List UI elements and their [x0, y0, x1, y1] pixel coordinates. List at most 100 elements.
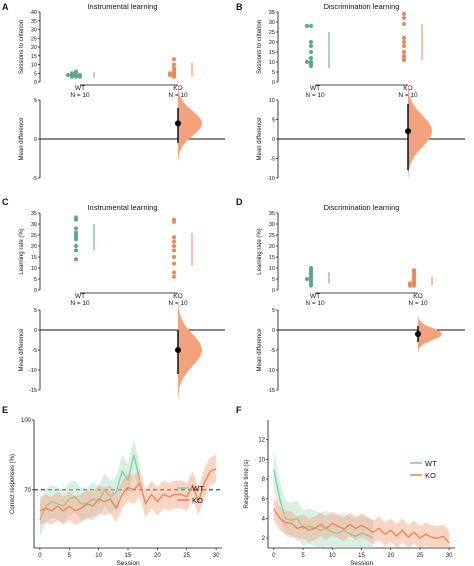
diff-y-tick-label: -5	[32, 348, 37, 354]
y-tick-label: 10	[31, 266, 37, 272]
y-tick-label: 20	[269, 40, 275, 46]
panel-letter: C	[2, 197, 9, 207]
y-tick-label: 12	[258, 438, 265, 444]
panel-title: Discrimination learning	[324, 2, 400, 11]
diff-y-tick-label: 5	[272, 308, 275, 314]
y-tick-label: 30	[269, 20, 275, 26]
bootstrap-distribution	[418, 316, 442, 352]
data-point-ko	[402, 16, 406, 20]
panel-letter: A	[2, 2, 9, 12]
y-tick-label: 0	[272, 80, 275, 86]
x-tick-label: 15	[125, 553, 132, 559]
diff-y-tick-label: 10	[269, 98, 275, 104]
y-tick-label: 15	[269, 255, 275, 261]
data-point-ko	[172, 217, 176, 222]
diff-y-tick-label: -10	[267, 368, 275, 374]
diff-y-axis-label: Mean difference	[257, 328, 263, 372]
y-tick-label: 25	[269, 233, 275, 239]
y-tick-label: 10	[31, 63, 37, 69]
y-tick-label: 0	[34, 80, 37, 86]
panel-title: Discrimination learning	[324, 203, 400, 212]
data-point-wt	[74, 230, 78, 235]
y-tick-label: 20	[269, 244, 275, 250]
data-point-ko	[172, 62, 176, 67]
series-band-wt	[39, 438, 140, 537]
panel-title: Instrumental learning	[87, 203, 157, 212]
y-axis-label: Correct responses (%)	[10, 454, 16, 514]
y-tick-label: 2	[262, 536, 266, 542]
data-point-ko	[402, 44, 406, 48]
y-axis-label: Sessions to criterion	[19, 20, 25, 74]
x-tick-label: 20	[154, 553, 161, 559]
y-tick-label: 5	[272, 70, 275, 76]
bootstrap-distribution	[178, 302, 202, 398]
diff-y-tick-label: -5	[270, 348, 275, 354]
panel-title: Instrumental learning	[87, 2, 157, 11]
diff-y-tick-label: 0	[34, 328, 37, 334]
y-tick-label: 10	[269, 60, 275, 66]
diff-y-tick-label: 5	[34, 98, 37, 104]
y-tick-label: 0	[272, 288, 275, 294]
mean-diff-point	[405, 128, 411, 135]
x-tick-label: 10	[95, 553, 102, 559]
y-tick-label: 25	[269, 30, 275, 36]
y-tick-label: 8	[262, 477, 266, 483]
data-point-wt	[305, 277, 309, 281]
x-tick-label: 0	[38, 553, 42, 559]
y-tick-label: 25	[31, 233, 37, 239]
legend-label-wt: WT	[192, 484, 204, 493]
diff-y-axis-label: Mean difference	[257, 117, 263, 161]
panel-letter: B	[236, 2, 243, 12]
diff-y-tick-label: -5	[32, 176, 37, 182]
data-point-wt	[309, 266, 313, 270]
data-point-ko	[172, 270, 176, 275]
x-tick-label: 30	[446, 553, 453, 559]
legend-label-wt: WT	[425, 459, 437, 468]
diff-y-tick-label: 0	[272, 137, 275, 143]
y-axis-label: Response time (s)	[244, 460, 250, 509]
diff-y-tick-label: 0	[272, 328, 275, 334]
legend-label-ko: KO	[192, 496, 203, 505]
x-axis-label: Session	[116, 560, 140, 566]
data-point-wt	[309, 50, 313, 54]
mean-diff-point	[415, 331, 421, 337]
data-point-wt	[70, 71, 74, 76]
x-tick-label: 15	[358, 553, 365, 559]
data-point-ko	[172, 235, 176, 240]
data-point-wt	[309, 24, 313, 28]
y-tick-label: 4	[262, 516, 266, 522]
y-axis-label: Sessions to criterion	[257, 20, 263, 74]
bootstrap-distribution	[178, 85, 202, 161]
y-tick-label: 25	[31, 36, 37, 42]
diff-y-axis-label: Mean difference	[19, 328, 25, 372]
y-tick-label: 40	[31, 10, 37, 16]
series-band-ko	[39, 454, 217, 525]
data-point-wt	[309, 44, 313, 48]
data-point-wt	[305, 24, 309, 28]
panel-letter: E	[2, 405, 8, 415]
data-point-ko	[402, 50, 406, 54]
data-point-ko	[172, 274, 176, 279]
series-line-wt	[39, 454, 141, 521]
data-point-ko	[402, 22, 406, 26]
data-point-ko	[412, 268, 416, 273]
y-tick-label: 30	[31, 222, 37, 228]
y-tick-label: 5	[272, 277, 275, 283]
y-tick-label: 0	[34, 288, 37, 294]
data-point-ko	[402, 54, 406, 58]
data-point-wt	[74, 257, 78, 262]
data-point-wt	[74, 226, 78, 231]
y-tick-label: 20	[31, 244, 37, 250]
series-line-ko	[39, 468, 217, 512]
data-point-wt	[78, 74, 82, 79]
data-point-wt	[74, 215, 78, 220]
series-line-wt	[273, 469, 374, 539]
y-tick-label: 35	[31, 211, 37, 217]
bootstrap-distribution	[408, 84, 432, 178]
x-tick-label: 0	[272, 553, 276, 559]
group-n-label: N = 10	[408, 300, 428, 307]
x-tick-label: 5	[301, 553, 305, 559]
group-label: KO	[413, 293, 422, 300]
mean-diff-point	[175, 120, 181, 127]
mean-diff-point	[175, 347, 181, 353]
